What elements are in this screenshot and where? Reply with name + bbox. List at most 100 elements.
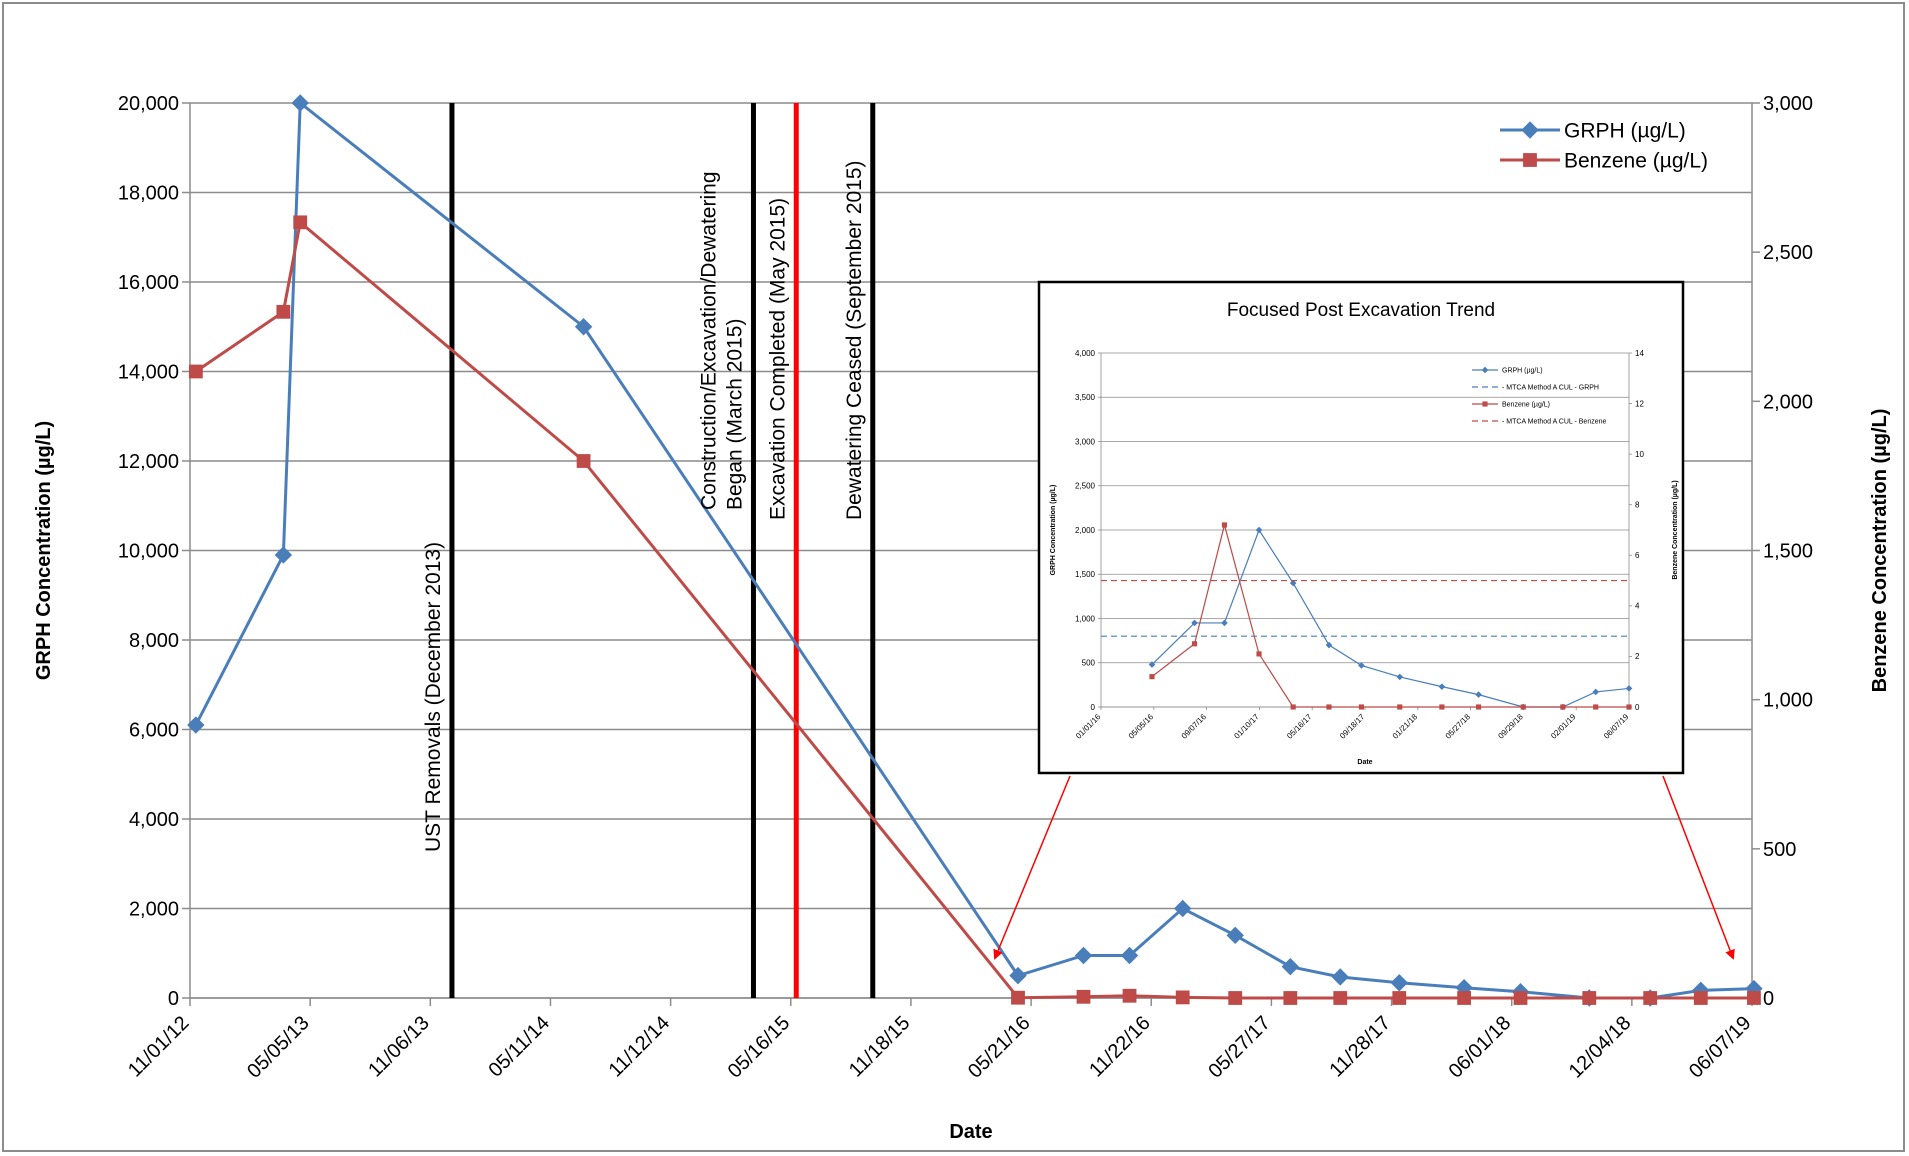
inset-data-point: [1626, 704, 1632, 710]
inset-data-point: [1625, 685, 1633, 692]
y-tick-label: 18,000: [118, 183, 179, 205]
legend-marker: [1521, 121, 1539, 139]
inset-y-tick-label: 1,000: [1075, 614, 1096, 623]
x-tick-label: 05/16/15: [724, 1012, 795, 1083]
y2-tick-label: 0: [1763, 988, 1774, 1010]
inset-data-point: [1475, 691, 1482, 698]
inset-legend: GRPH (µg/L) - MTCA Method A CUL - GRPH Ben…: [1472, 366, 1607, 425]
inset-y2-tick-label: 0: [1635, 703, 1640, 712]
x-axis-title: Date: [949, 1121, 992, 1143]
inset-y2-tick-label: 14: [1635, 349, 1644, 358]
y-tick-label: 14,000: [118, 362, 179, 384]
inset-data-point: [1396, 673, 1404, 681]
y2-axis-title: Benzene Concentration (µg/L): [1869, 409, 1891, 693]
data-point: [187, 716, 205, 734]
data-point: [1281, 957, 1300, 976]
inset-data-point: [1290, 704, 1296, 710]
inset-y2-tick-label: 6: [1635, 551, 1640, 560]
y2-tick-label: 500: [1763, 839, 1796, 861]
data-point: [1009, 966, 1027, 985]
y2-tick-label: 3,000: [1763, 93, 1813, 115]
inset-legend-label: - MTCA Method A CUL - Benzene: [1502, 418, 1607, 425]
y-tick-label: 4,000: [129, 809, 179, 831]
inset-data-point: [1397, 704, 1403, 710]
series-benzene: [188, 215, 1761, 1005]
y-tick-label: 20,000: [118, 93, 179, 115]
inset-x-axis-title: Date: [1357, 759, 1372, 766]
legend-marker: [1523, 153, 1537, 167]
inset-y2-axis-title: Benzene Concentration (µg/L): [1672, 480, 1679, 579]
inset-y2-tick-label: 12: [1635, 399, 1644, 408]
y-tick-label: 2,000: [129, 899, 179, 921]
y-tick-label: 0: [168, 988, 179, 1010]
data-point: [574, 318, 593, 336]
data-point: [1513, 991, 1528, 1005]
y2-tick-label: 1,000: [1763, 690, 1813, 712]
x-tick-label: 06/01/18: [1445, 1012, 1516, 1083]
callout-arrow: [993, 775, 1071, 960]
inset-data-point: [1439, 704, 1445, 710]
y2-tick-label: 2,000: [1763, 391, 1813, 413]
x-tick-label: 12/04/18: [1565, 1012, 1636, 1083]
inset-data-point: [1255, 526, 1263, 534]
y-tick-label: 16,000: [118, 272, 179, 294]
inset-data-point: [1191, 641, 1198, 647]
data-point: [1457, 991, 1472, 1005]
inset-chart-title: Focused Post Excavation Trend: [1227, 300, 1495, 321]
event-label: Dewatering Ceased (September 2015): [843, 160, 866, 520]
y-tick-label: 6,000: [129, 720, 179, 742]
event-label: Excavation Completed (May 2015): [766, 198, 789, 520]
x-tick-label: 05/05/13: [243, 1012, 314, 1083]
inset-data-point: [1593, 704, 1599, 710]
inset-data-point: [1221, 522, 1228, 528]
data-point: [291, 94, 309, 112]
data-point: [1390, 974, 1408, 992]
inset-y2-tick-label: 4: [1635, 602, 1640, 611]
data-point: [1331, 968, 1349, 986]
inset-data-point: [1358, 662, 1365, 669]
data-point: [1011, 990, 1025, 1005]
inset-data-point: [1520, 704, 1526, 710]
event-label: Construction/Excavation/Dewatering: [697, 171, 720, 510]
inset-data-point: [1256, 651, 1262, 657]
inset-legend-label: GRPH (µg/L): [1502, 367, 1543, 374]
inset-legend-marker: [1482, 401, 1488, 407]
data-point: [1747, 991, 1761, 1005]
inset-y-axis-title: GRPH Concentration (µg/L): [1050, 485, 1057, 576]
x-tick-label: 06/07/19: [1685, 1012, 1756, 1083]
inset-y-tick-label: 2,500: [1075, 482, 1096, 491]
data-point: [1333, 991, 1348, 1005]
x-tick-label: 05/27/17: [1204, 1012, 1275, 1083]
inset-y-tick-label: 3,500: [1075, 393, 1096, 402]
x-tick-label: 11/28/17: [1326, 1012, 1396, 1082]
x-tick-label: 11/06/13: [364, 1012, 434, 1082]
inset-data-point: [1221, 619, 1228, 627]
y-axis-title: GRPH Concentration (µg/L): [33, 421, 55, 680]
inset-data-point: [1438, 683, 1446, 690]
inset-data-point: [1191, 619, 1198, 627]
inset-data-point: [1592, 688, 1600, 696]
data-point: [1228, 991, 1243, 1005]
data-point: [1122, 988, 1137, 1003]
inset-y-tick-label: 1,500: [1075, 570, 1096, 579]
y-tick-label: 12,000: [118, 451, 179, 473]
inset-series-line: [1151, 522, 1629, 708]
y2-tick-label: 2,500: [1763, 242, 1813, 264]
inset-data-point: [1475, 704, 1482, 710]
inset-frame: [1037, 280, 1685, 775]
data-point: [1175, 990, 1190, 1005]
x-tick-label: 11/12/14: [605, 1012, 675, 1082]
inset-legend-label: - MTCA Method A CUL - GRPH: [1502, 384, 1599, 391]
inset-legend-label: Benzene (µg/L): [1502, 401, 1550, 408]
inset-y-tick-label: 0: [1091, 703, 1096, 712]
data-point: [1076, 989, 1091, 1004]
event-label: Began (March 2015): [723, 319, 746, 510]
inset-data-point: [1358, 704, 1364, 710]
event-label: UST Removals (December 2013): [422, 542, 445, 852]
data-point: [1173, 899, 1192, 918]
data-point: [1693, 991, 1708, 1005]
data-point: [1074, 946, 1093, 965]
inset-y-tick-label: 2,000: [1075, 526, 1096, 535]
data-point: [274, 546, 293, 564]
